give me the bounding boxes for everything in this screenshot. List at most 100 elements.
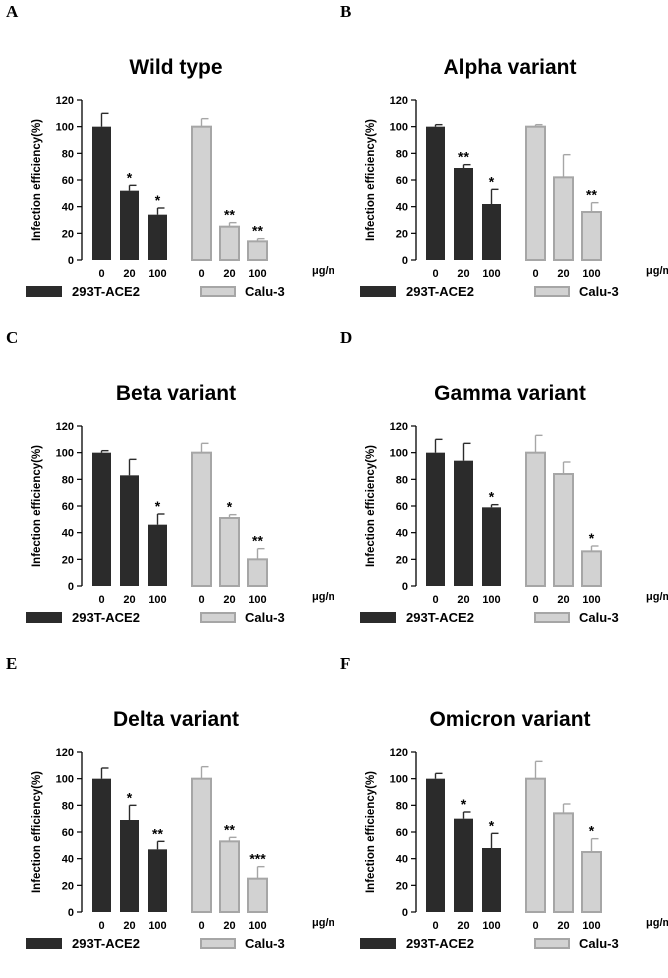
bar-293t-ace2 bbox=[120, 190, 139, 260]
panel-d: D Gamma variant 0 20 40 60 80 100 120 Infection e… bbox=[334, 326, 668, 652]
y-tick-label: 60 bbox=[396, 175, 408, 187]
legend-swatch-calu-3 bbox=[200, 286, 236, 297]
y-tick-label: 40 bbox=[62, 202, 74, 214]
y-tick-label: 60 bbox=[62, 175, 74, 187]
x-tick-label: 20 bbox=[557, 594, 569, 606]
bar-calu-3 bbox=[191, 777, 212, 913]
y-axis-label: Infection efficiency(%) bbox=[31, 445, 43, 567]
legend-label-293t-ace2: 293T-ACE2 bbox=[72, 284, 140, 299]
bar-293t-ace2 bbox=[482, 848, 501, 912]
bar-chart: Omicron variant 0 20 40 60 80 100 120 Infection … bbox=[360, 708, 668, 951]
bar-293t-ace2 bbox=[482, 507, 501, 586]
panel-e: E Delta variant 0 20 40 60 80 100 120 Infection e… bbox=[0, 652, 334, 978]
y-tick-label: 100 bbox=[390, 122, 408, 134]
y-tick-label: 40 bbox=[62, 528, 74, 540]
y-tick-label: 20 bbox=[396, 880, 408, 892]
x-axis-unit: μg/ml bbox=[312, 591, 334, 603]
significance-label: ** bbox=[152, 825, 163, 841]
y-tick-label: 20 bbox=[62, 880, 74, 892]
chart-title: Delta variant bbox=[113, 708, 239, 731]
significance-label: ** bbox=[458, 149, 469, 165]
x-tick-label: 0 bbox=[98, 920, 104, 932]
y-tick-label: 60 bbox=[62, 501, 74, 513]
x-tick-label: 0 bbox=[198, 594, 204, 606]
y-tick-label: 20 bbox=[62, 228, 74, 240]
y-tick-label: 80 bbox=[62, 148, 74, 160]
x-tick-label: 100 bbox=[248, 920, 266, 932]
chart-title: Alpha variant bbox=[443, 56, 576, 79]
x-tick-label: 0 bbox=[98, 594, 104, 606]
legend-label-293t-ace2: 293T-ACE2 bbox=[72, 610, 140, 625]
bar-293t-ace2 bbox=[426, 778, 445, 912]
significance-label: * bbox=[227, 499, 233, 515]
x-tick-label: 0 bbox=[98, 268, 104, 280]
y-tick-label: 80 bbox=[62, 800, 74, 812]
bar-calu-3 bbox=[219, 225, 240, 262]
x-tick-label: 100 bbox=[248, 268, 266, 280]
bar-calu-3 bbox=[581, 851, 602, 913]
bar-calu-3 bbox=[247, 877, 268, 914]
legend-label-293t-ace2: 293T-ACE2 bbox=[406, 284, 474, 299]
y-tick-label: 40 bbox=[396, 528, 408, 540]
bar-293t-ace2 bbox=[482, 204, 501, 260]
significance-label: *** bbox=[249, 851, 266, 867]
legend-swatch-calu-3 bbox=[200, 612, 236, 623]
y-axis-label: Infection efficiency(%) bbox=[31, 119, 43, 241]
y-tick-label: 80 bbox=[396, 148, 408, 160]
significance-label: * bbox=[489, 173, 495, 189]
x-tick-label: 100 bbox=[148, 594, 166, 606]
x-tick-label: 0 bbox=[532, 594, 538, 606]
significance-label: * bbox=[489, 489, 495, 505]
x-tick-label: 100 bbox=[582, 920, 600, 932]
bar-calu-3 bbox=[525, 777, 546, 913]
y-tick-label: 0 bbox=[68, 907, 74, 919]
bar-calu-3 bbox=[219, 517, 240, 587]
x-tick-label: 100 bbox=[148, 268, 166, 280]
x-tick-label: 0 bbox=[532, 268, 538, 280]
x-axis-unit: μg/ml bbox=[312, 265, 334, 277]
bar-calu-3 bbox=[553, 473, 574, 587]
x-axis-unit: μg/ml bbox=[312, 917, 334, 929]
legend-label-calu-3: Calu-3 bbox=[579, 610, 619, 625]
x-tick-label: 0 bbox=[432, 920, 438, 932]
bar-chart: Delta variant 0 20 40 60 80 100 120 Infection ef… bbox=[26, 708, 334, 951]
bar-calu-3 bbox=[219, 840, 240, 913]
x-tick-label: 20 bbox=[123, 268, 135, 280]
bar-293t-ace2 bbox=[120, 475, 139, 586]
bar-293t-ace2 bbox=[148, 214, 167, 260]
significance-label: * bbox=[589, 530, 595, 546]
significance-label: * bbox=[461, 796, 467, 812]
bar-293t-ace2 bbox=[426, 126, 445, 261]
panel-letter: E bbox=[6, 654, 18, 673]
significance-label: ** bbox=[224, 207, 235, 223]
bar-293t-ace2 bbox=[148, 524, 167, 586]
y-tick-label: 120 bbox=[390, 747, 408, 759]
legend-swatch-293t-ace2 bbox=[360, 938, 396, 949]
significance-label: * bbox=[155, 192, 161, 208]
legend-label-calu-3: Calu-3 bbox=[579, 936, 619, 951]
significance-label: * bbox=[127, 169, 133, 185]
y-tick-label: 0 bbox=[402, 907, 408, 919]
significance-label: ** bbox=[224, 821, 235, 837]
bar-293t-ace2 bbox=[92, 126, 111, 261]
x-tick-label: 20 bbox=[223, 594, 235, 606]
bar-calu-3 bbox=[581, 550, 602, 587]
panel-letter: B bbox=[340, 2, 352, 21]
chart-title: Gamma variant bbox=[434, 382, 586, 405]
x-tick-label: 100 bbox=[482, 920, 500, 932]
significance-label: * bbox=[489, 817, 495, 833]
panel-a: A Wild type 0 20 40 60 80 100 120 Infection effic… bbox=[0, 0, 334, 326]
bar-chart: Gamma variant 0 20 40 60 80 100 120 Infection ef… bbox=[360, 382, 668, 625]
y-tick-label: 100 bbox=[390, 774, 408, 786]
x-tick-label: 100 bbox=[148, 920, 166, 932]
x-tick-label: 20 bbox=[123, 920, 135, 932]
y-tick-label: 80 bbox=[396, 474, 408, 486]
x-axis-unit: μg/ml bbox=[646, 591, 668, 603]
significance-label: * bbox=[589, 823, 595, 839]
bar-calu-3 bbox=[525, 451, 546, 587]
y-tick-label: 100 bbox=[56, 122, 74, 134]
bar-293t-ace2 bbox=[120, 820, 139, 912]
legend-swatch-calu-3 bbox=[534, 612, 570, 623]
bar-chart: Alpha variant 0 20 40 60 80 100 120 Infection ef… bbox=[360, 56, 668, 299]
